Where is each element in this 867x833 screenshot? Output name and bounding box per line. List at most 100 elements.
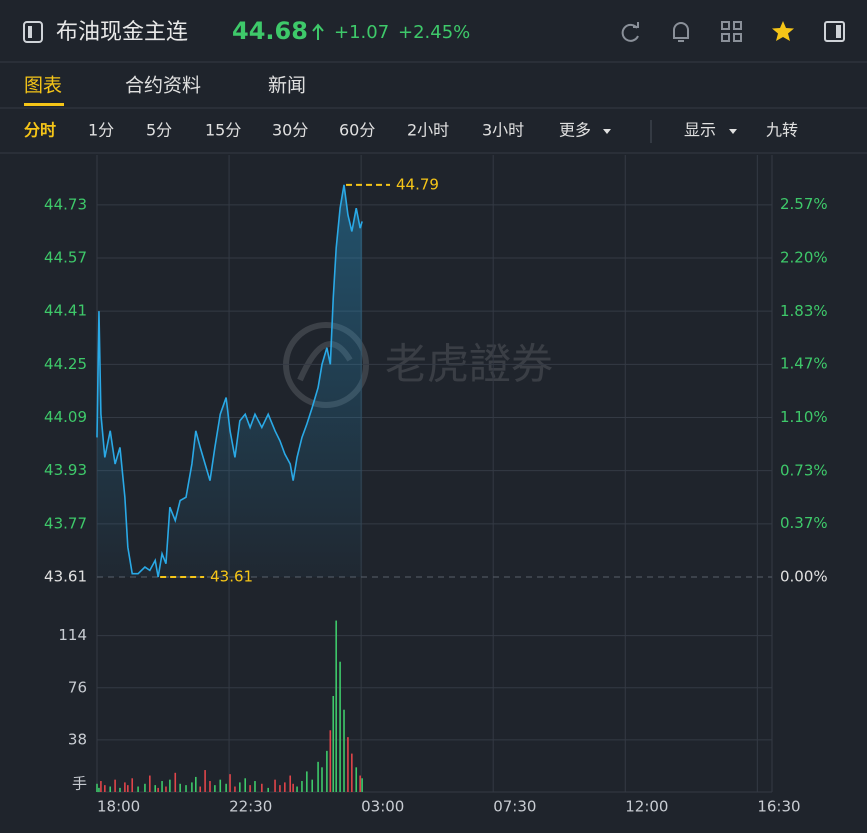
volume-bar: [154, 785, 157, 792]
tab-underline: [24, 103, 64, 106]
volume-bar: [109, 786, 112, 792]
volume-bar: [131, 778, 134, 792]
tab[interactable]: 新闻: [268, 75, 306, 97]
y-axis-label: 手: [72, 775, 87, 793]
refresh-icon[interactable]: [621, 22, 639, 42]
change-pct: +2.45%: [398, 22, 470, 43]
x-tick-label: 03:00: [361, 798, 404, 816]
volume-bar: [199, 786, 202, 792]
y-tick-label: 38: [68, 730, 87, 748]
x-tick-label: 16:30: [757, 798, 800, 816]
volume-bar: [174, 772, 177, 792]
y-tick-label: 44.57: [44, 249, 87, 267]
y-tick-label: 43.93: [44, 461, 87, 479]
volume-bar: [329, 730, 332, 792]
up-arrow: [312, 23, 324, 40]
volume-bar: [355, 767, 358, 792]
volume-bar: [279, 785, 281, 792]
volume-bar: [284, 782, 286, 792]
volume-bar: [219, 779, 222, 792]
volume-bar: [343, 709, 345, 792]
option[interactable]: 显示: [684, 121, 716, 140]
interval[interactable]: 分时: [24, 121, 56, 140]
volume-bar: [214, 785, 216, 792]
interval[interactable]: 3小时: [482, 121, 524, 140]
tab[interactable]: 图表: [24, 75, 62, 97]
interval[interactable]: 2小时: [407, 121, 449, 140]
sidebar-toggle[interactable]: [23, 21, 43, 43]
volume-bar: [149, 775, 151, 792]
volume-bar: [359, 775, 361, 792]
y-tick-label: 114: [58, 626, 87, 644]
option[interactable]: 九转: [766, 121, 798, 140]
y2-tick-label: 1.47%: [780, 354, 828, 372]
y2-tick-label: 2.20%: [780, 248, 828, 266]
volume-bar: [339, 661, 341, 792]
dropdown-caret: [603, 129, 611, 134]
y2-tick-label: 2.57%: [780, 195, 828, 213]
volume-bar: [98, 787, 100, 792]
volume-bar: [292, 783, 294, 792]
volume-bar: [124, 782, 126, 792]
y-tick-label: 76: [68, 678, 87, 696]
tab[interactable]: 合约资料: [125, 75, 201, 97]
interval[interactable]: 更多: [559, 121, 591, 140]
volume-bar: [332, 696, 335, 792]
panel-icon[interactable]: [824, 21, 845, 42]
volume-bar: [244, 778, 247, 792]
volume-bar: [119, 787, 121, 792]
volume-bar: [144, 783, 146, 792]
volume-bar: [229, 774, 231, 792]
volume-bar: [96, 783, 98, 792]
volume-bar: [239, 782, 241, 792]
volume-bar: [317, 761, 319, 792]
grid-icon[interactable]: [721, 21, 742, 42]
y2-tick-label: 0.73%: [780, 462, 828, 480]
y-tick-label: 43.61: [44, 568, 87, 586]
x-tick-label: 18:00: [97, 798, 140, 816]
volume-bar: [161, 781, 163, 792]
volume-bar: [311, 779, 314, 792]
interval[interactable]: 60分: [339, 121, 375, 140]
volume-bar: [165, 786, 167, 792]
volume-bar: [261, 783, 263, 792]
volume-bar: [204, 770, 206, 792]
price-area: [97, 184, 363, 577]
volume-bar: [274, 779, 276, 792]
volume-bar: [301, 781, 303, 792]
volume-bar: [321, 767, 323, 792]
volume-bar: [234, 786, 236, 792]
volume-bar: [179, 783, 181, 792]
extreme-label: 44.79: [396, 175, 439, 193]
y-tick-label: 43.77: [44, 514, 87, 532]
volume-bar: [267, 787, 269, 792]
volume-bar: [361, 778, 363, 792]
dropdown-caret: [729, 129, 737, 134]
title: 布油现金主连: [56, 20, 188, 45]
volume-bar: [347, 737, 349, 792]
volume-bar: [289, 775, 292, 792]
y-tick-label: 44.09: [44, 408, 87, 426]
interval[interactable]: 5分: [146, 121, 172, 140]
interval[interactable]: 15分: [205, 121, 241, 140]
y-tick-label: 44.73: [44, 195, 87, 213]
interval[interactable]: 1分: [88, 121, 114, 140]
volume-bar: [249, 785, 251, 792]
volume-bar: [114, 779, 116, 792]
volume-bar: [306, 771, 308, 792]
extreme-label: 43.61: [210, 568, 253, 586]
bell-icon[interactable]: [673, 22, 689, 42]
star-icon[interactable]: [772, 21, 794, 41]
volume-bar: [254, 781, 256, 792]
y-tick-label: 44.25: [44, 355, 87, 373]
interval[interactable]: 30分: [272, 121, 308, 140]
volume-bar: [185, 785, 187, 792]
y2-tick-label: 0.00%: [780, 568, 828, 586]
y-tick-label: 44.41: [44, 302, 87, 320]
volume-bar: [195, 776, 197, 792]
volume-bar: [326, 750, 328, 792]
price: 44.68: [232, 17, 308, 45]
